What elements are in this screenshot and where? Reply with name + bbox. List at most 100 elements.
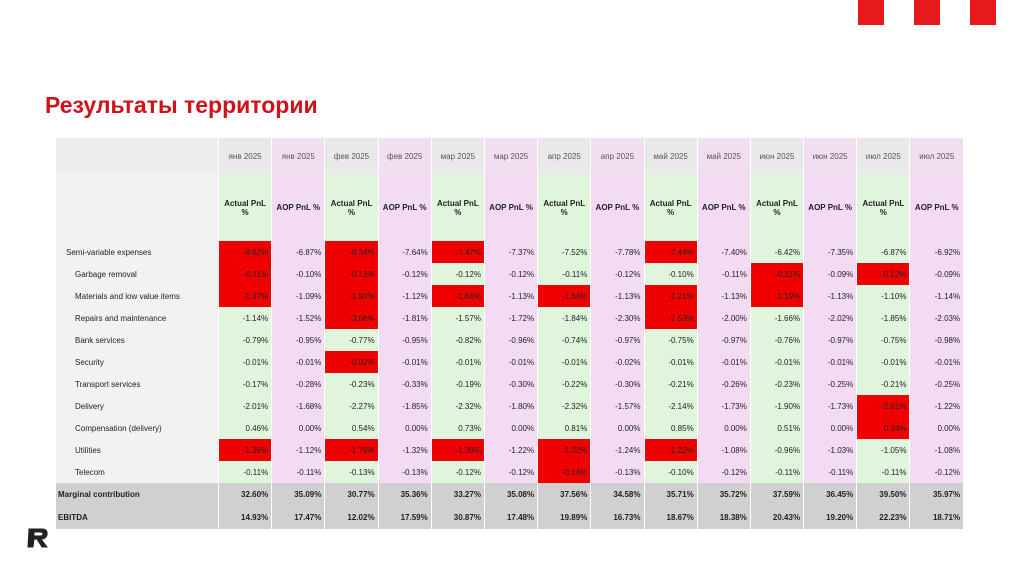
cell: -0.96% (749, 439, 804, 461)
cell: -7.44% (643, 241, 698, 263)
cell: -0.10% (643, 461, 698, 483)
cell: 0.51% (749, 417, 804, 439)
cell: -0.96% (483, 329, 538, 351)
row-label: Telecom (55, 461, 219, 483)
cell: -0.97% (803, 329, 857, 351)
cell: 20.43% (749, 506, 804, 529)
cell: -0.13% (324, 461, 379, 483)
month-header: фев 2025 (324, 138, 379, 174)
cell: -1.57% (430, 307, 485, 329)
cell: -1.13% (803, 285, 857, 307)
cell: -0.01% (856, 351, 910, 373)
cell: -2.30% (590, 307, 644, 329)
cell: -0.30% (483, 373, 538, 395)
cell: -0.12% (590, 263, 644, 285)
cell: -0.82% (430, 329, 485, 351)
cell: -0.12% (377, 263, 432, 285)
cell: -7.40% (696, 241, 751, 263)
cell: -0.09% (803, 263, 857, 285)
logo (27, 528, 48, 548)
cell: 30.77% (324, 483, 379, 506)
cell: -1.52% (271, 307, 325, 329)
month-header: май 2025 (643, 138, 698, 174)
cell: -0.14% (537, 461, 591, 483)
cell: -0.01% (696, 351, 751, 373)
cell: -6.42% (749, 241, 804, 263)
data-row: Delivery -2.01% -1.68% -2.27% -1.85% -2.32% -1… (55, 395, 964, 417)
cell: -6.87% (856, 241, 910, 263)
cell: -6.92% (909, 241, 964, 263)
cell: -1.22% (643, 439, 698, 461)
measure-row: Actual PnL % AOP PnL % Actual PnL % AOP PnL… (55, 174, 964, 241)
cell: -1.64% (537, 285, 591, 307)
data-row: Materials and low value items -1.37% -1.09… (55, 285, 964, 307)
cell: -2.27% (324, 395, 379, 417)
measure-header: Actual PnL % (430, 174, 485, 241)
cell: -1.21% (643, 285, 698, 307)
cell: 0.34% (856, 417, 910, 439)
cell: -0.01% (271, 351, 325, 373)
total-row: Marginal contribution 32.60% 35.09% 30.77% 3… (55, 483, 964, 506)
cell: -0.23% (749, 373, 804, 395)
cell: -1.84% (537, 307, 591, 329)
data-row: Telecom -0.11% -0.11% -0.13% -0.13% -0.12% -0.… (55, 461, 964, 483)
cell: -0.26% (696, 373, 751, 395)
cell: -0.74% (537, 329, 591, 351)
data-row: Bank services -0.79% -0.95% -0.77% -0.95% -0.… (55, 329, 964, 351)
cell: -0.79% (217, 329, 272, 351)
cell: -0.13% (377, 461, 432, 483)
total-row: EBITDA 14.93% 17.47% 12.02% 17.59% 30.87% 17.4… (55, 506, 964, 529)
cell: -1.68% (271, 395, 325, 417)
month-header: апр 2025 (590, 138, 644, 174)
decor (858, 0, 884, 25)
cell: 35.72% (696, 483, 751, 506)
month-header: янв 2025 (271, 138, 325, 174)
cell: 18.38% (696, 506, 751, 529)
cell: -0.97% (696, 329, 751, 351)
cell: 14.93% (217, 506, 272, 529)
row-label: Delivery (55, 395, 219, 417)
cell: -1.09% (271, 285, 325, 307)
cell: -1.10% (856, 285, 910, 307)
cell: 35.09% (271, 483, 325, 506)
measure-header: Actual PnL % (856, 174, 910, 241)
cell: 39.50% (856, 483, 910, 506)
cell: -1.08% (696, 439, 751, 461)
cell: 0.00% (696, 417, 751, 439)
month-header: май 2025 (696, 138, 751, 174)
cell: -1.24% (590, 439, 644, 461)
month-header: июл 2025 (909, 138, 964, 174)
cell: -7.37% (483, 241, 538, 263)
cell: -2.53% (643, 307, 698, 329)
cell: -2.03% (909, 307, 964, 329)
cell: -1.85% (856, 307, 910, 329)
cell: -6.87% (271, 241, 325, 263)
cell: 0.00% (909, 417, 964, 439)
cell: 37.56% (537, 483, 591, 506)
cell: -1.14% (909, 285, 964, 307)
cell: -0.25% (909, 373, 964, 395)
cell: -0.11% (856, 461, 910, 483)
title: Результаты территории (45, 92, 318, 118)
cell: -0.02% (590, 351, 644, 373)
cell: -0.75% (856, 329, 910, 351)
cell: -0.01% (430, 351, 485, 373)
cell: -0.75% (643, 329, 698, 351)
cell: 33.27% (430, 483, 485, 506)
cell: -1.72% (483, 307, 538, 329)
cell: -1.13% (590, 285, 644, 307)
cell: -0.11% (749, 461, 804, 483)
cell: -0.09% (909, 263, 964, 285)
cell: 18.71% (909, 506, 964, 529)
cell: -1.14% (217, 307, 272, 329)
cell: -0.17% (217, 373, 272, 395)
corner (55, 138, 219, 174)
measure-header: Actual PnL % (749, 174, 804, 241)
cell: -0.12% (430, 263, 485, 285)
cell: -0.11% (749, 263, 804, 285)
cell: -7.35% (803, 241, 857, 263)
cell: -2.14% (643, 395, 698, 417)
measure-header: Actual PnL % (324, 174, 379, 241)
measure-header: AOP PnL % (377, 174, 432, 241)
